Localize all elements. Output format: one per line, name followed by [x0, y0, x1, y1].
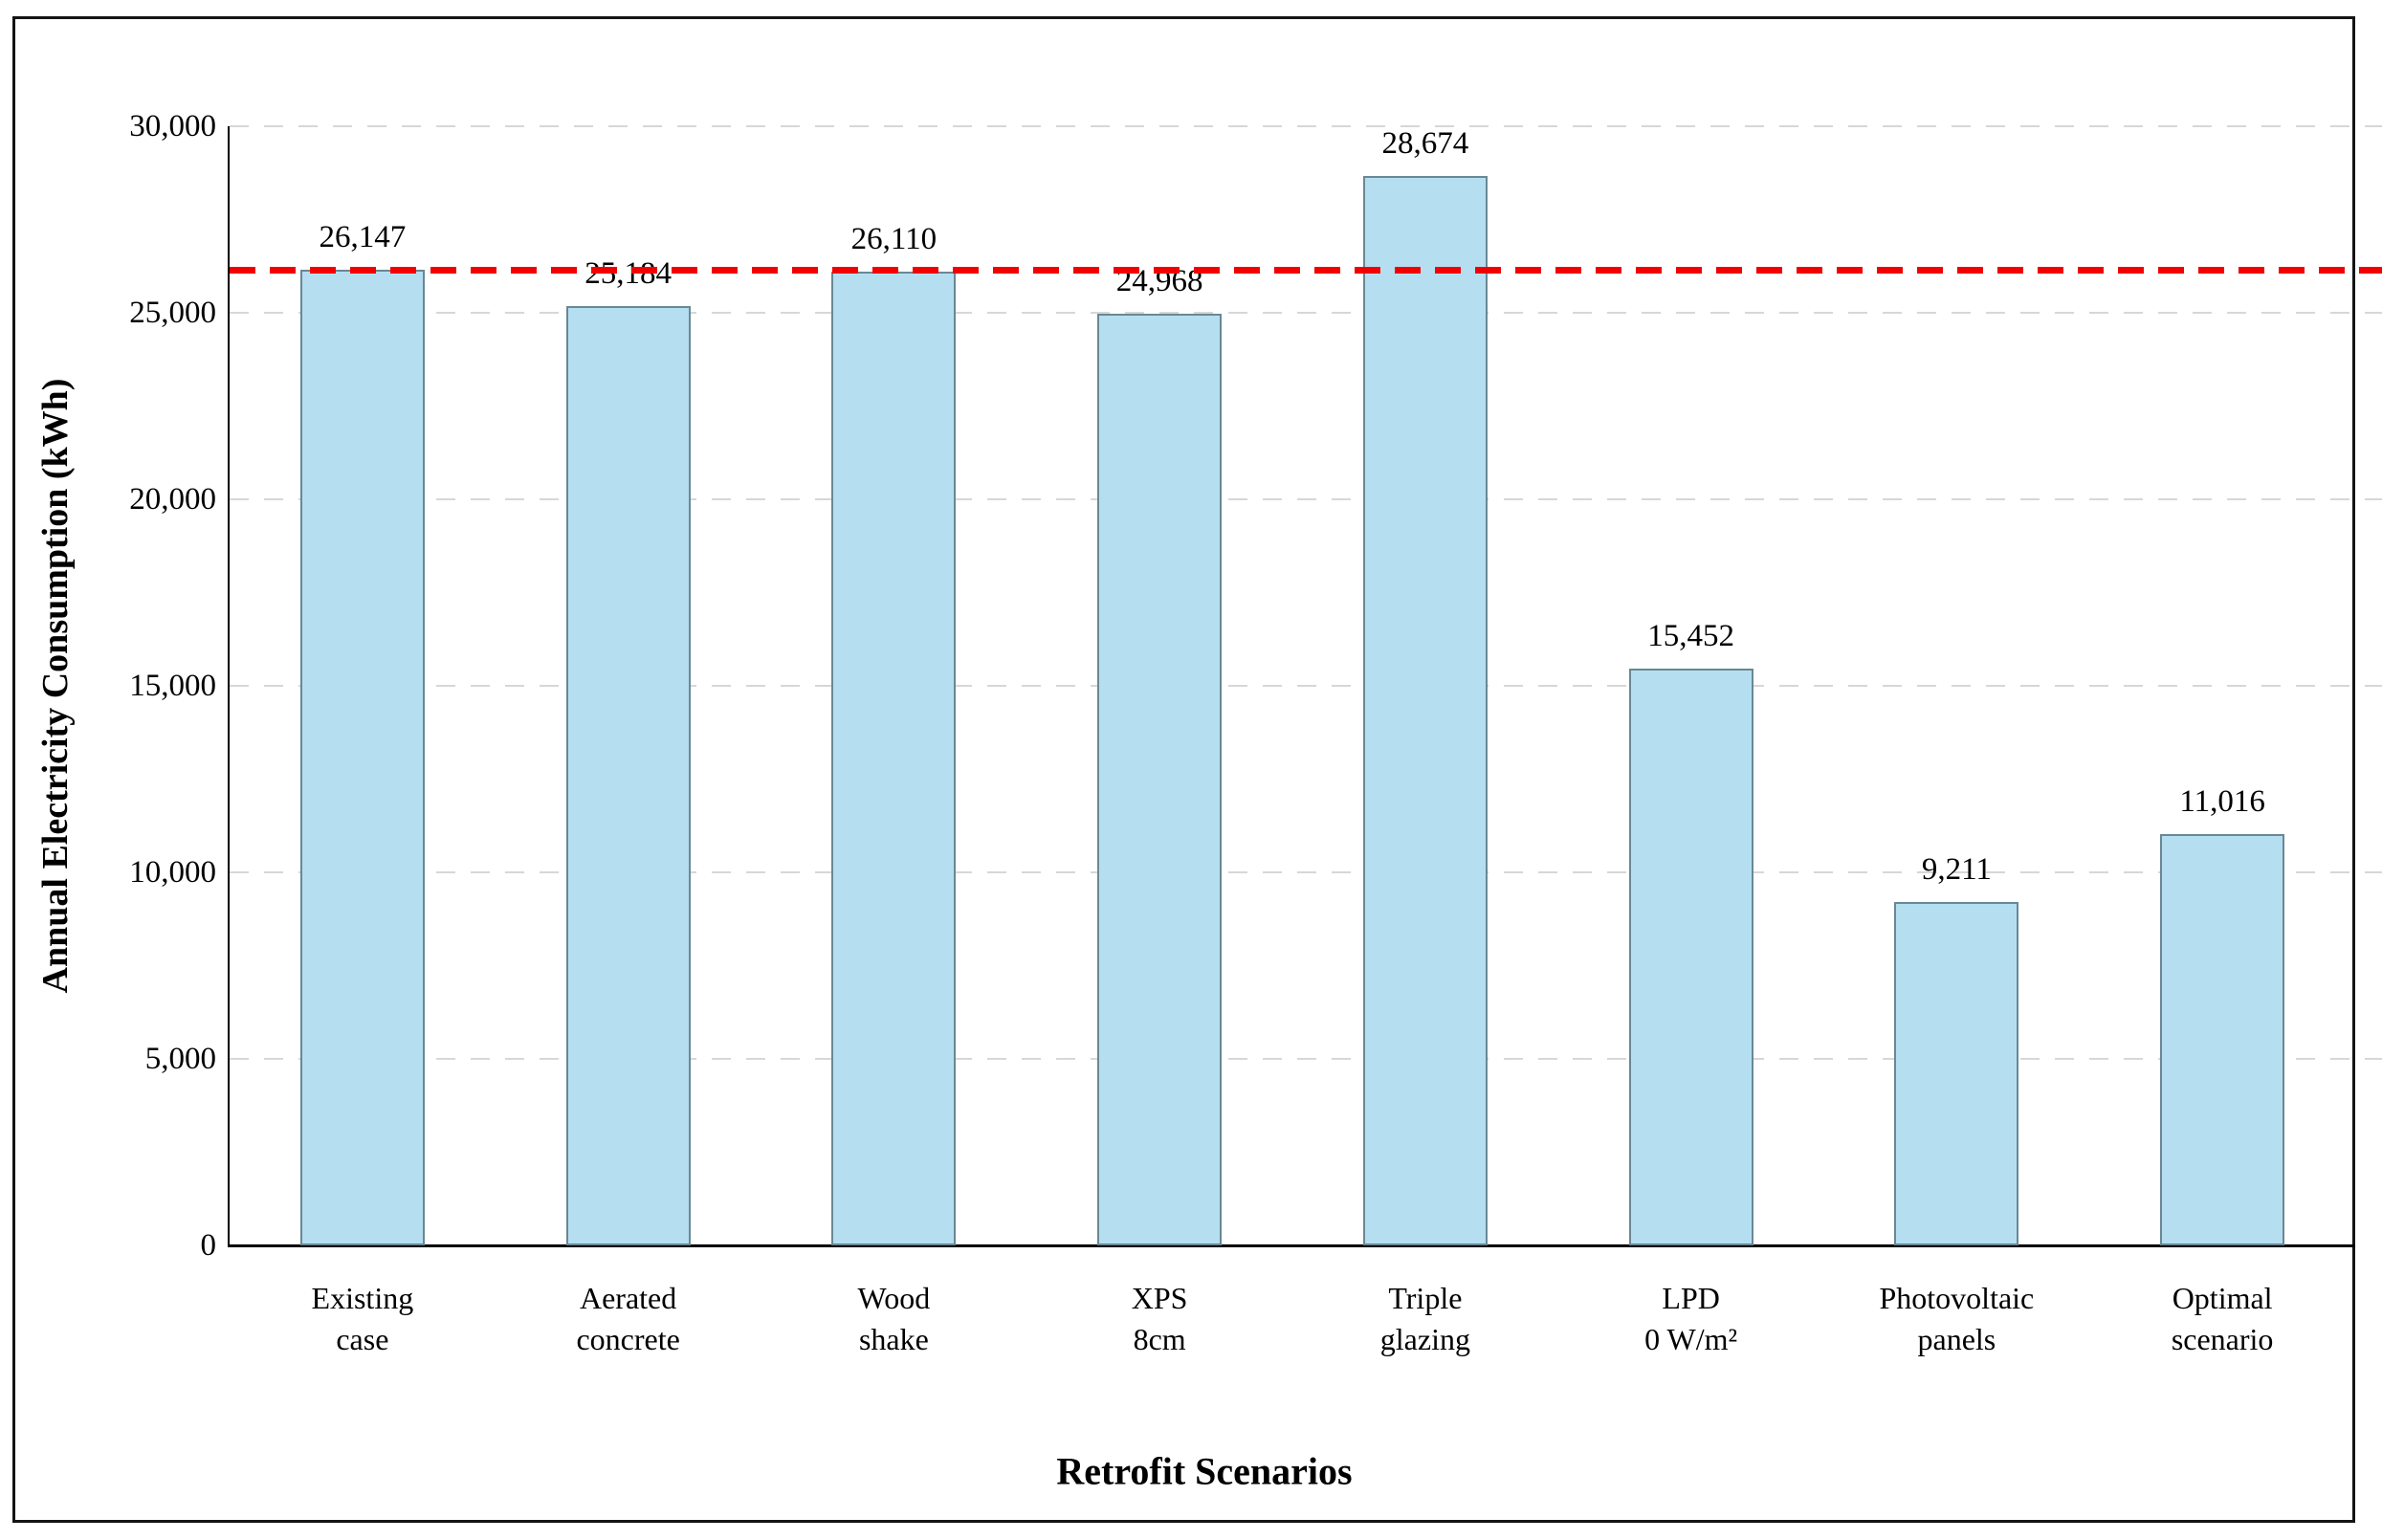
x-category-label-line: case	[336, 1322, 389, 1356]
x-category-label: Triple glazing	[1297, 1278, 1554, 1360]
bar-value-label: 26,110	[850, 221, 937, 256]
y-gridline	[230, 685, 2382, 687]
x-category-label-line: shake	[858, 1322, 929, 1356]
x-category-label-line: 0 W/m²	[1644, 1322, 1738, 1356]
y-tick-label: 20,000	[129, 482, 216, 517]
y-gridline	[230, 125, 2382, 127]
bar-triple-glazing	[1362, 175, 1488, 1245]
x-category-label-line: concrete	[576, 1322, 680, 1356]
y-axis-line	[228, 126, 230, 1247]
x-category-label-line: Wood	[857, 1281, 931, 1315]
y-tick-label: 10,000	[129, 855, 216, 890]
figure-border	[12, 16, 2355, 1523]
x-category-label: XPS 8cm	[1031, 1278, 1288, 1360]
x-category-label-line: Existing	[311, 1281, 414, 1315]
bar-value-label: 15,452	[1647, 619, 1734, 654]
bar-aerated-concrete	[565, 305, 691, 1245]
bar-value-label: 26,147	[319, 220, 407, 255]
y-tick-label: 25,000	[129, 296, 216, 330]
x-category-label-line: 8cm	[1133, 1322, 1186, 1356]
bar-value-label: 25,184	[584, 256, 672, 292]
x-category-label: Optimal scenario	[2094, 1278, 2350, 1360]
bar-xps-8cm	[1097, 314, 1223, 1245]
reference-line	[230, 267, 2382, 275]
x-category-label-line: scenario	[2171, 1322, 2274, 1356]
y-tick-label: 15,000	[129, 669, 216, 703]
y-tick-label: 0	[200, 1228, 217, 1263]
x-axis-title: Retrofit Scenarios	[1056, 1449, 1353, 1493]
x-category-label: Aerated concrete	[500, 1278, 757, 1360]
x-category-label-line: Photovoltaic	[1879, 1281, 2035, 1315]
bar-existing-case	[299, 270, 425, 1245]
y-tick-label: 5,000	[144, 1042, 216, 1076]
x-category-label-line: XPS	[1131, 1281, 1188, 1315]
bar-value-label: 11,016	[2179, 784, 2265, 820]
bar-value-label: 9,211	[1921, 851, 1992, 887]
bar-wood-shake	[831, 271, 957, 1245]
y-gridline	[230, 1058, 2382, 1060]
y-gridline	[230, 312, 2382, 314]
x-category-label: Photovoltaic panels	[1829, 1278, 2085, 1360]
x-category-label: Wood shake	[766, 1278, 1023, 1360]
bar-value-label: 28,674	[1381, 125, 1469, 161]
y-tick-label: 30,000	[129, 109, 216, 143]
bar-photovoltaic-panels	[1894, 901, 2019, 1245]
x-category-label-line: panels	[1917, 1322, 1996, 1356]
y-gridline	[230, 498, 2382, 500]
x-category-label: Existing case	[234, 1278, 491, 1360]
bar-lpd-0wm	[1628, 669, 1753, 1245]
x-category-label-line: LPD	[1662, 1281, 1720, 1315]
x-category-label-line: Aerated	[579, 1281, 677, 1315]
x-category-label-line: glazing	[1379, 1322, 1470, 1356]
x-category-label-line: Triple	[1388, 1281, 1463, 1315]
x-category-label: LPD 0 W/m²	[1563, 1278, 1820, 1360]
x-axis-line	[228, 1244, 2355, 1247]
y-gridline	[230, 871, 2382, 873]
x-category-label-line: Optimal	[2172, 1281, 2273, 1315]
bar-optimal-scenario	[2160, 834, 2285, 1245]
